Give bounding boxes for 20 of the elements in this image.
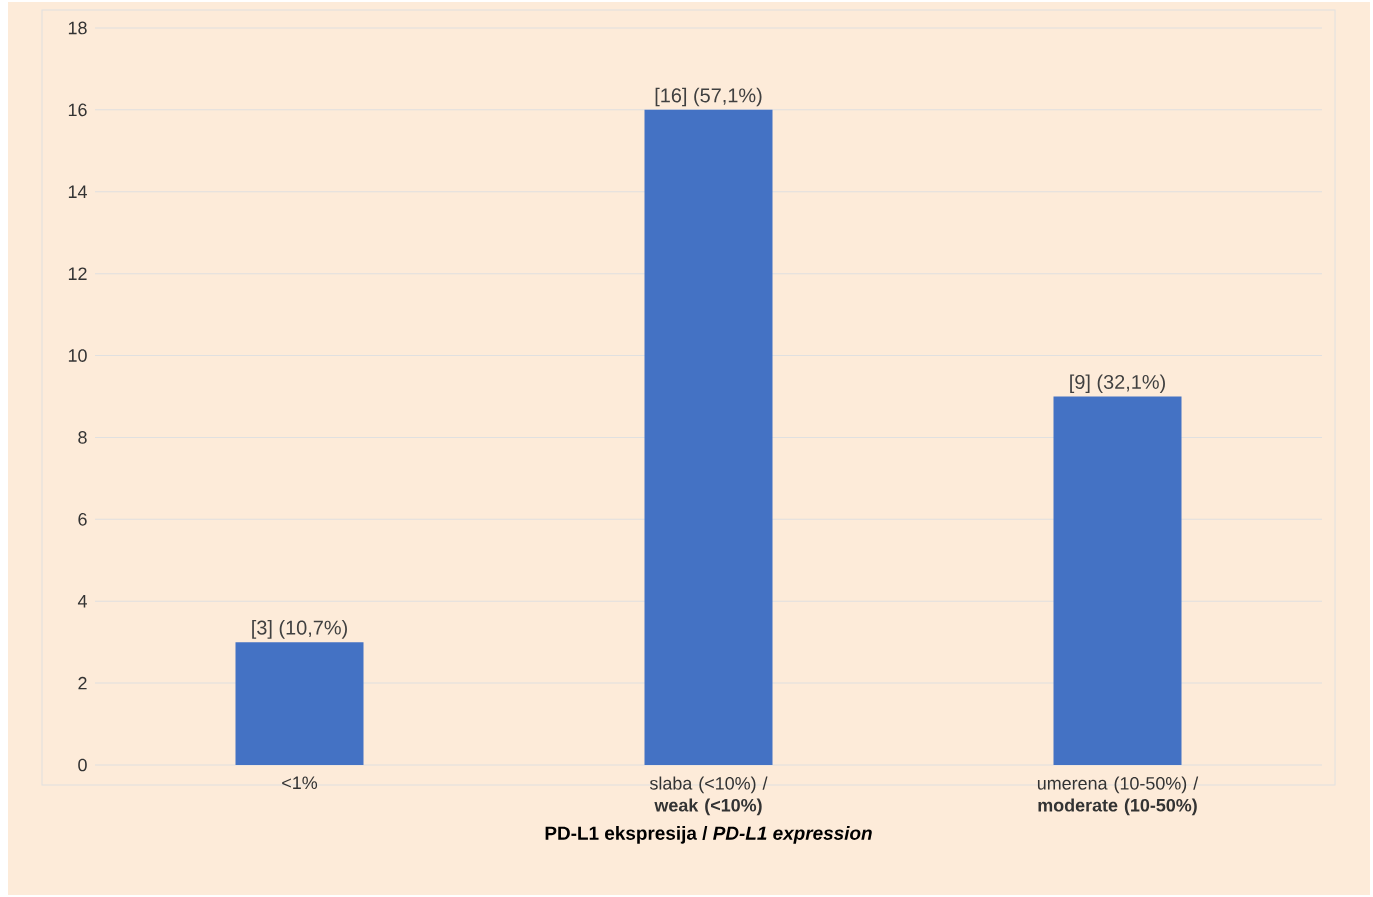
data-label: [16] (57,1%) <box>655 87 762 107</box>
bar <box>644 109 773 765</box>
y-tick-label: 10 <box>68 349 87 362</box>
y-tick-label: 18 <box>68 21 87 35</box>
y-tick-label: 14 <box>68 185 87 198</box>
y-tick-label: 2 <box>78 676 87 690</box>
data-label: [3] (10,7%) <box>252 620 347 639</box>
y-tick-label: 12 <box>68 267 87 280</box>
y-tick-label: 8 <box>78 431 87 444</box>
bar <box>235 642 364 765</box>
y-tick-label: 4 <box>77 595 87 608</box>
x-tick-label: <1% <box>282 776 318 790</box>
x-tick-label: slaba (<10%) / weak (<10%) <box>649 776 768 816</box>
y-tick-label: 0 <box>78 758 87 772</box>
x-tick-label: umerena (10-50%) / moderate (10-50%) <box>1037 776 1199 816</box>
data-label: [9] (32,1%) <box>1070 374 1165 393</box>
x-axis-title: PD-L1 ekspresija / PD-L1 expression <box>545 825 872 844</box>
y-tick-label: 16 <box>68 103 87 117</box>
bar <box>1053 396 1182 765</box>
y-tick-label: 6 <box>78 512 87 526</box>
